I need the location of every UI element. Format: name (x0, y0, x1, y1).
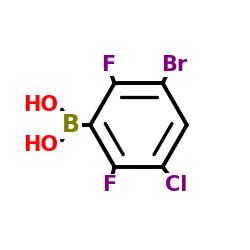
Text: Cl: Cl (165, 174, 188, 195)
Text: F: F (101, 55, 116, 75)
Text: HO: HO (23, 95, 58, 115)
Text: B: B (62, 113, 80, 137)
Text: F: F (102, 175, 117, 195)
Text: Br: Br (161, 56, 187, 76)
Text: HO: HO (23, 135, 58, 155)
